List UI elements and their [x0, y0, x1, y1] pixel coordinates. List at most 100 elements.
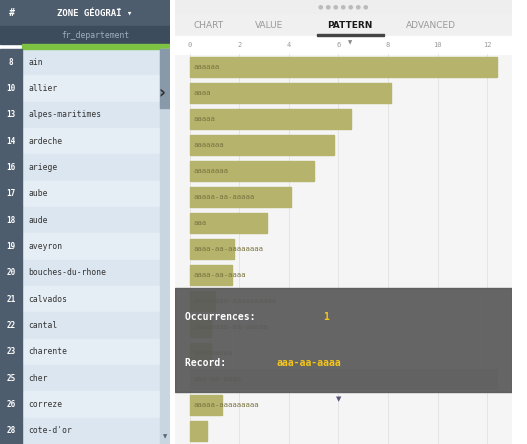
Text: ›: › [158, 84, 165, 102]
Bar [190, 369, 497, 389]
Text: correze: correze [28, 400, 62, 409]
Bar [0, 102, 160, 128]
Text: ardeche: ardeche [28, 137, 62, 146]
Text: #: # [9, 8, 15, 18]
Bar [0, 234, 160, 260]
Text: aaaa-aa-aaaa: aaaa-aa-aaaa [193, 272, 246, 278]
Bar [0, 26, 170, 44]
Bar [175, 0, 512, 14]
Bar [0, 391, 22, 418]
Bar [0, 339, 160, 365]
Bar [160, 49, 170, 444]
Bar [175, 288, 512, 392]
Bar [190, 395, 222, 416]
Text: 4: 4 [287, 42, 291, 48]
Text: ariege: ariege [28, 163, 57, 172]
Text: cher: cher [28, 374, 47, 383]
Text: aaa: aaa [193, 220, 206, 226]
Text: 22: 22 [6, 321, 16, 330]
Text: aaaaa-aaaaaaaaa: aaaaa-aaaaaaaaa [193, 402, 259, 408]
Text: ▼: ▼ [163, 435, 167, 440]
Bar [0, 312, 22, 339]
Text: 12: 12 [483, 42, 492, 48]
Bar [0, 102, 22, 128]
Text: aaaa-aa-aaaaaaaa: aaaa-aa-aaaaaaaa [193, 246, 263, 252]
Bar [190, 317, 211, 337]
Bar [0, 207, 160, 234]
Text: aveyron: aveyron [28, 242, 62, 251]
Text: ain: ain [28, 58, 43, 67]
Bar [0, 128, 160, 155]
Bar [0, 0, 170, 26]
Text: 0: 0 [188, 42, 192, 48]
Text: ▼: ▼ [336, 396, 341, 402]
Text: PATTERN: PATTERN [328, 20, 373, 29]
Bar [190, 161, 314, 182]
Text: VALUE: VALUE [255, 20, 284, 29]
Bar [0, 391, 160, 418]
Bar [190, 213, 267, 234]
Bar [0, 365, 22, 391]
Bar [0, 181, 160, 207]
Bar [0, 260, 160, 286]
Text: Occurrences:: Occurrences: [185, 312, 261, 322]
Bar [175, 36, 512, 54]
Bar [190, 56, 497, 77]
Text: aaaaa-aa-aaaaa: aaaaa-aa-aaaaa [193, 194, 255, 200]
Text: aube: aube [28, 189, 47, 198]
Bar [0, 75, 160, 102]
Text: aaaaaaaa-aaaaaaaaaa: aaaaaaaa-aaaaaaaaaa [193, 298, 276, 304]
Text: aaa-aa-aaaa: aaa-aa-aaaa [276, 358, 341, 368]
Bar [190, 238, 235, 259]
Text: 14: 14 [6, 137, 16, 146]
Text: allier: allier [28, 84, 57, 93]
Text: calvados: calvados [28, 295, 67, 304]
Bar [175, 14, 512, 36]
Text: aaa-aa-aaaa: aaa-aa-aaaa [193, 376, 241, 382]
Bar [190, 291, 214, 311]
Bar [0, 49, 22, 75]
Bar [0, 128, 22, 155]
Text: 1: 1 [323, 312, 329, 322]
Bar [190, 135, 334, 155]
Text: aaaaaaaa: aaaaaaaa [193, 168, 228, 174]
Text: 17: 17 [6, 189, 16, 198]
Bar [0, 181, 22, 207]
Text: 6: 6 [336, 42, 340, 48]
Text: charente: charente [28, 347, 67, 357]
Bar [190, 343, 211, 363]
Text: cantal: cantal [28, 321, 57, 330]
Text: 8: 8 [8, 58, 13, 67]
Text: 2: 2 [237, 42, 241, 48]
Text: aaaaaa: aaaaaa [193, 64, 219, 70]
Bar [0, 286, 22, 312]
Bar [0, 339, 22, 365]
Bar [0, 49, 160, 75]
Text: aude: aude [28, 216, 47, 225]
Bar [0, 418, 160, 444]
Bar [0, 234, 22, 260]
Bar [190, 109, 351, 129]
Bar [317, 34, 384, 36]
Bar [160, 49, 170, 108]
Bar [0, 207, 22, 234]
Text: 21: 21 [6, 295, 16, 304]
Text: aaaaaaaaa: aaaaaaaaa [193, 350, 232, 356]
Text: ▼: ▼ [348, 40, 353, 45]
Text: 20: 20 [6, 268, 16, 278]
Text: 28: 28 [6, 426, 16, 435]
Bar [0, 312, 160, 339]
Bar [0, 418, 22, 444]
Bar [0, 75, 22, 102]
Text: aaaaaaa: aaaaaaa [193, 142, 224, 148]
Text: 10: 10 [433, 42, 442, 48]
Text: fr_departement: fr_departement [61, 31, 129, 40]
Text: ZONE GÉOGRAÏ ▾: ZONE GÉOGRAÏ ▾ [57, 8, 133, 17]
Bar [190, 265, 232, 285]
Text: 23: 23 [6, 347, 16, 357]
Bar [190, 83, 391, 103]
Bar [190, 420, 207, 441]
Bar [190, 186, 291, 207]
Text: 26: 26 [6, 400, 16, 409]
Text: 16: 16 [6, 163, 16, 172]
